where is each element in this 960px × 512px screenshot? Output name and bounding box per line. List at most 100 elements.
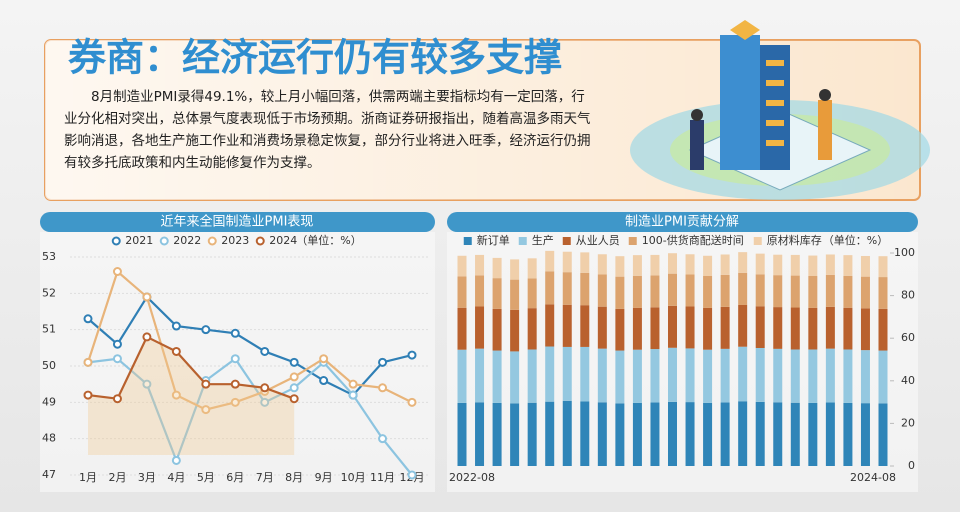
point-marker	[407, 350, 417, 360]
bar-segment	[755, 347, 765, 402]
bar-segment	[790, 275, 800, 308]
panel-header	[447, 212, 918, 232]
point-marker	[112, 394, 122, 404]
bar-segment	[597, 254, 607, 275]
intro-paragraph: 8月制造业PMI录得49.1%，较上月小幅回落，供需两端主要指标均有一定回落，行…	[64, 89, 591, 171]
x-tick-label: 2024-08	[850, 471, 896, 484]
bar-segment	[615, 350, 625, 404]
series-line	[87, 335, 295, 400]
bar-segment	[597, 402, 607, 466]
bar-segment	[545, 346, 555, 402]
y-tick-label: 48	[42, 432, 56, 445]
panel-title: 制造业PMI贡献分解	[625, 215, 739, 230]
point-marker	[348, 379, 358, 389]
bar-segment	[650, 254, 660, 276]
bar-segment	[475, 275, 485, 307]
bar-segment	[632, 349, 642, 403]
panel-header	[40, 212, 435, 232]
bar-segment	[808, 255, 818, 277]
bar-segment	[685, 274, 695, 307]
bar-segment	[790, 254, 800, 276]
bar-segment	[825, 306, 835, 349]
bar-segment	[632, 255, 642, 276]
bar-segment	[580, 346, 590, 402]
y-tick-label: 53	[42, 250, 56, 263]
bar-segment	[492, 308, 502, 351]
bar-segment	[475, 306, 485, 349]
point-marker	[378, 434, 388, 444]
bar-segment	[703, 307, 713, 350]
bar-segment	[475, 348, 485, 403]
x-tick-label: 8月	[285, 471, 303, 484]
bar-segment	[527, 349, 537, 403]
bar-segment	[773, 275, 783, 308]
point-marker	[112, 339, 122, 349]
bar-segment	[755, 253, 765, 275]
series-line	[87, 357, 413, 476]
bar-segment	[685, 254, 695, 275]
bar-segment	[843, 255, 853, 276]
bar-segment	[703, 255, 713, 277]
bar-segment	[615, 403, 625, 466]
bar-segment	[562, 346, 572, 401]
bar-segment	[545, 401, 555, 466]
point-marker	[230, 354, 240, 364]
bar-segment	[878, 256, 888, 278]
point-marker	[289, 372, 299, 382]
bar-segment	[475, 254, 485, 276]
bar-segment	[562, 272, 572, 305]
bar-segment	[773, 307, 783, 349]
point-marker	[171, 321, 181, 331]
bar-segment	[562, 304, 572, 347]
legend-label: 生产	[532, 233, 554, 247]
bar-segment	[773, 348, 783, 403]
illustration	[630, 20, 930, 200]
bar-segment	[738, 272, 748, 305]
bar-segment	[808, 349, 818, 403]
bar-segment	[685, 348, 695, 403]
bar-segment	[492, 278, 502, 309]
bar-segment	[650, 402, 660, 466]
y-tick-label: 52	[42, 286, 56, 299]
point-marker	[171, 346, 181, 356]
bar-segment	[615, 276, 625, 309]
bar-segment	[545, 304, 555, 347]
bar-segment	[843, 349, 853, 403]
x-tick-label: 2月	[108, 471, 126, 484]
legend-marker	[518, 237, 527, 245]
legend-marker	[111, 236, 121, 246]
bar-segment	[492, 350, 502, 403]
bar-segment	[650, 275, 660, 308]
bar-segment	[860, 350, 870, 404]
point-marker	[289, 383, 299, 393]
x-tick-label: 5月	[197, 471, 215, 484]
bar-segment	[720, 348, 730, 403]
point-marker	[171, 455, 181, 465]
point-marker	[230, 379, 240, 389]
bar-segment	[703, 276, 713, 308]
legend-marker	[255, 236, 265, 246]
bar-segment	[808, 276, 818, 308]
bar-segment	[597, 306, 607, 349]
bar-segment	[738, 346, 748, 402]
bar-segment	[632, 402, 642, 466]
bar-segment	[580, 252, 590, 273]
legend-marker	[562, 237, 571, 245]
point-marker	[378, 357, 388, 367]
legend-unit-note: （单位：%）	[823, 233, 888, 247]
point-marker	[319, 376, 329, 386]
bar-segment	[825, 254, 835, 275]
bar-segment	[457, 349, 467, 403]
bar-segment	[790, 349, 800, 403]
y-tick-label: 80	[901, 289, 915, 302]
x-tick-label: 6月	[226, 471, 244, 484]
bar-segment	[738, 304, 748, 347]
bar-segment	[457, 255, 467, 277]
bar-segment	[650, 349, 660, 403]
panel-title: 近年来全国制造业PMI表现	[161, 214, 314, 230]
legend-marker	[159, 236, 169, 246]
legend-label: 2024	[269, 234, 297, 247]
bar-segment	[773, 254, 783, 276]
legend-label: 从业人员	[576, 234, 620, 247]
legend-label: 2021	[125, 234, 153, 247]
